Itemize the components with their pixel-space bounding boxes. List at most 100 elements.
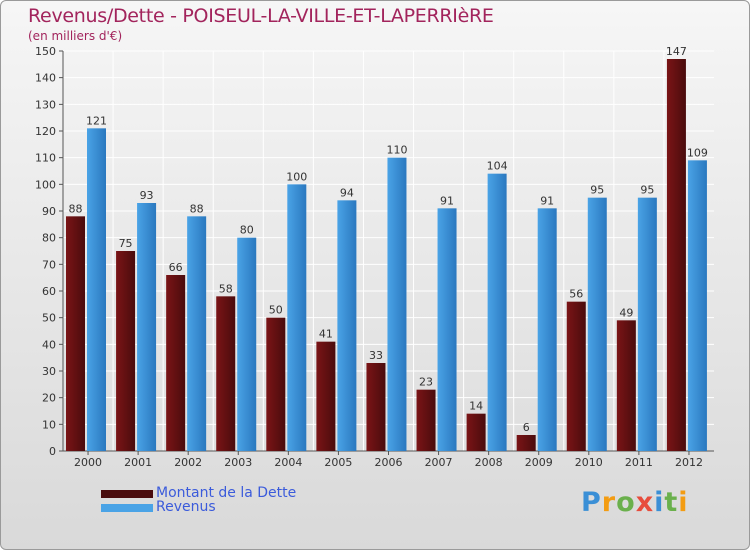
data-label: 100 [286,170,307,183]
legend-swatch-dette [101,490,153,498]
y-tick-label: 90 [42,205,56,218]
data-label: 75 [119,237,133,250]
x-tick-label: 2002 [174,456,202,469]
y-tick-label: 40 [42,338,56,351]
bar-dette [566,301,586,451]
y-tick-label: 10 [42,418,56,431]
data-label: 110 [386,144,407,157]
y-tick-label: 140 [35,72,56,85]
y-tick-label: 150 [35,45,56,58]
data-label: 88 [190,202,204,215]
data-label: 121 [86,114,107,127]
bar-revenus [587,197,607,451]
bar-revenus [687,160,707,452]
bar-revenus [337,200,357,451]
data-label: 88 [69,202,83,215]
bar-revenus [487,173,507,451]
y-tick-label: 60 [42,285,56,298]
value-labels: 88 121 75 93 66 88 58 80 50 100 41 94 33 110 23 91 14 104… [69,45,708,434]
bar-revenus [187,216,207,451]
bar-dette [116,251,136,451]
bar-dette [466,413,486,451]
data-label: 95 [590,184,604,197]
x-tick-label: 2011 [625,456,653,469]
data-label: 41 [319,328,333,341]
x-tick-label: 2005 [324,456,352,469]
bar-revenus [637,197,657,451]
y-tick-label: 80 [42,232,56,245]
bar-revenus [387,157,407,451]
bar-revenus [437,208,457,451]
bar-dette [66,216,85,451]
data-label: 66 [169,261,183,274]
bar-dette [416,389,436,451]
bars [66,59,707,452]
legend-label-dette: Montant de la Dette [156,485,297,501]
logo-letter: t [664,487,679,518]
data-label: 109 [687,146,708,159]
bar-dette [266,317,286,451]
bar-dette [166,275,186,451]
bar-revenus [87,128,106,451]
y-tick-label: 20 [42,392,56,405]
data-label: 95 [640,184,654,197]
proxiti-logo: Proxiti [581,487,689,518]
x-tick-label: 2003 [224,456,252,469]
data-label: 91 [540,194,554,207]
y-tick-label: 110 [35,152,56,165]
bar-revenus [537,208,557,451]
y-tick-label: 120 [35,125,56,138]
logo-letter: i [678,487,689,518]
data-label: 49 [619,306,633,319]
data-label: 91 [440,194,454,207]
y-tick-label: 100 [35,178,56,191]
data-label: 104 [487,160,508,173]
bar-dette [366,363,386,451]
bar-revenus [137,203,157,451]
legend-label-revenus: Revenus [156,499,216,515]
x-tick-label: 2008 [475,456,503,469]
y-tick-label: 30 [42,365,56,378]
y-tick-label: 50 [42,312,56,325]
data-label: 23 [419,376,433,389]
data-label: 93 [140,189,154,202]
axes: 0 10 20 30 40 50 60 70 80 90 100 110 120 130 140 150 200… [35,45,714,469]
bar-dette [316,341,336,451]
legend-swatch-revenus [101,504,153,512]
data-label: 147 [666,45,687,58]
bar-revenus [287,184,307,452]
data-label: 50 [269,304,283,317]
x-tick-label: 2009 [525,456,553,469]
data-label: 56 [569,288,583,301]
data-label: 58 [219,282,233,295]
y-tick-label: 130 [35,98,56,111]
data-label: 14 [469,400,483,413]
y-tick-label: 70 [42,258,56,271]
chart-title: Revenus/Dette - POISEUL-LA-VILLE-ET-LAPE… [28,5,494,27]
x-tick-label: 2010 [575,456,603,469]
bar-dette [516,435,536,451]
data-label: 94 [340,186,354,199]
data-label: 6 [523,421,530,434]
chart-subtitle: (en milliers d'€) [28,29,123,43]
logo-letter: r [601,487,617,518]
y-tick-label: 0 [49,445,56,458]
x-tick-label: 2000 [74,456,102,469]
bar-revenus [237,237,257,451]
bar-dette [666,59,686,451]
logo-letter: P [581,487,602,518]
data-label: 80 [240,224,254,237]
logo-letter: i [654,487,665,518]
x-tick-label: 2012 [675,456,703,469]
logo-letter: x [635,487,655,518]
bar-dette [616,320,636,451]
bar-dette [216,296,236,451]
x-tick-label: 2001 [124,456,152,469]
x-tick-label: 2004 [274,456,302,469]
data-label: 33 [369,349,383,362]
logo-letter: o [616,487,636,518]
x-tick-label: 2006 [375,456,403,469]
x-tick-label: 2007 [425,456,453,469]
